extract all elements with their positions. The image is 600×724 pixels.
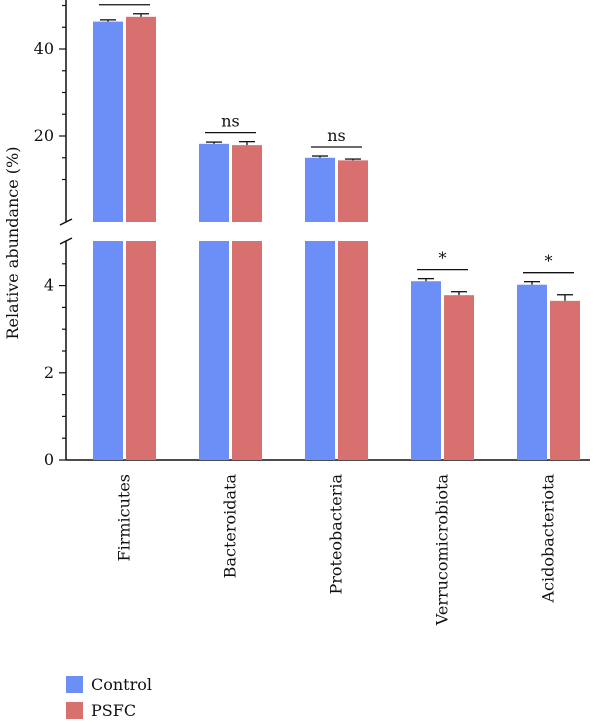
legend-label-psfc: PSFC <box>91 700 137 720</box>
legend-label-control: Control <box>91 674 153 694</box>
bar-psfc-proteobacteria-lower <box>338 241 368 460</box>
bar-control-firmicutes-lower <box>93 241 123 460</box>
y-axis-label: Relative abundance (%) <box>3 147 22 340</box>
significance-label: ns <box>327 126 346 145</box>
y-tick-label: 4 <box>44 276 54 295</box>
significance-label: ns <box>221 112 240 131</box>
bar-psfc-acidobacteriota <box>550 300 580 460</box>
legend-swatch-psfc <box>66 701 83 719</box>
legend-swatch-control <box>66 675 83 693</box>
category-label: Bacteroidata <box>221 474 240 579</box>
category-labels: Firmicutes Bacteroidata Proteobacteria Verr… <box>115 474 558 627</box>
bar-psfc-firmicutes-upper <box>126 16 156 223</box>
category-label: Verrucomicrobiota <box>433 474 452 627</box>
bar-control-firmicutes-upper <box>93 21 123 222</box>
y-tick-label: 0 <box>44 450 54 469</box>
bar-control-verrucomicrobiota <box>411 281 441 460</box>
y-tick-label: 2 <box>44 363 54 382</box>
bar-control-proteobacteria-upper <box>305 157 335 222</box>
bar-control-proteobacteria-lower <box>305 241 335 460</box>
y-tick-label: 20 <box>34 126 54 145</box>
legend-item-control: Control <box>66 672 152 696</box>
bar-control-bacteroidata-upper <box>199 143 229 222</box>
bar-psfc-firmicutes-lower <box>126 241 156 460</box>
bar-psfc-verrucomicrobiota <box>444 295 474 460</box>
category-label: Firmicutes <box>115 474 134 562</box>
axis-break-mark <box>59 237 73 245</box>
bar-psfc-bacteroidata-upper <box>232 145 262 222</box>
legend-item-psfc: PSFC <box>66 698 152 722</box>
legend: Control PSFC <box>66 672 152 724</box>
y-tick-label: 40 <box>34 39 54 58</box>
significance-label: * <box>545 252 553 271</box>
significance-label: * <box>439 249 447 268</box>
bar-psfc-proteobacteria-upper <box>338 160 368 222</box>
significance-label: ns <box>115 0 134 3</box>
bar-control-acidobacteriota <box>517 284 547 460</box>
bars <box>93 13 580 460</box>
bar-psfc-bacteroidata-lower <box>232 241 262 460</box>
category-label: Acidobacteriota <box>539 474 558 604</box>
significance-annotations: ns ns ns * * <box>99 0 574 274</box>
bar-control-bacteroidata-lower <box>199 241 229 460</box>
axis-break-mark <box>59 218 73 226</box>
category-label: Proteobacteria <box>327 474 346 595</box>
